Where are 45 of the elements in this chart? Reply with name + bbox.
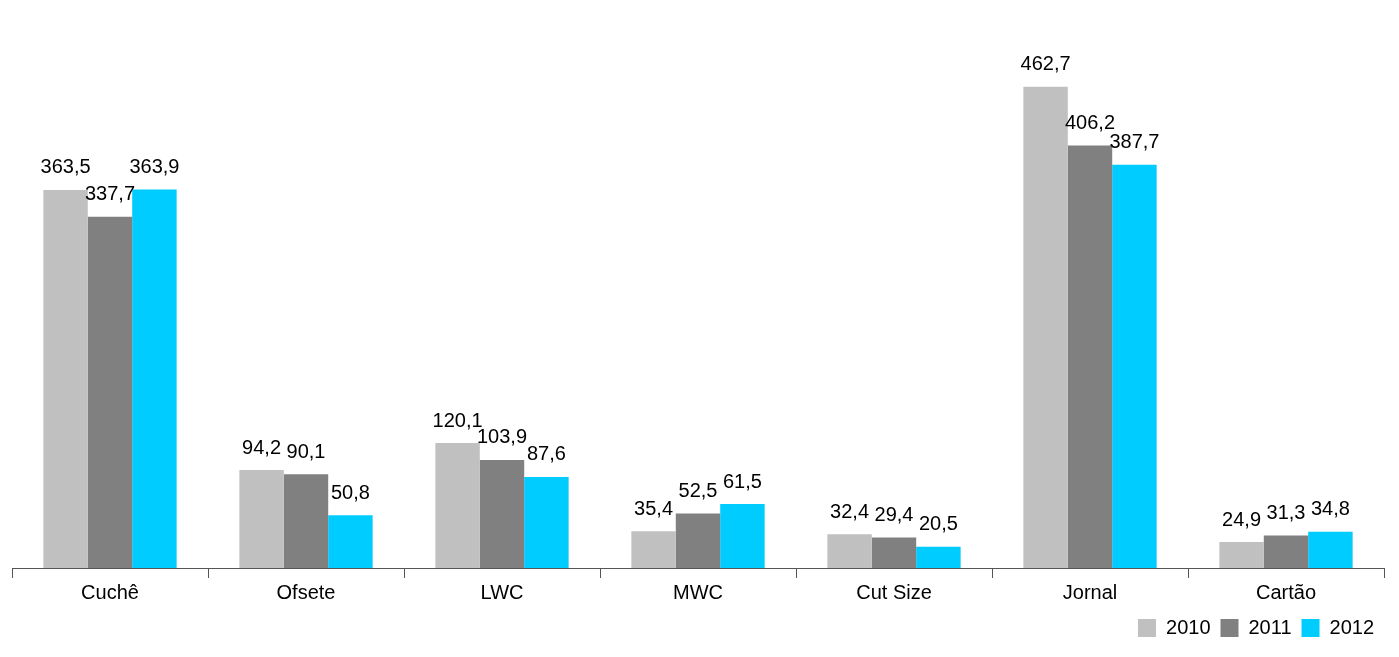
data-label: 363,5	[40, 155, 91, 178]
bar	[916, 546, 961, 568]
x-tick-label: Cartão	[1255, 580, 1317, 603]
bar	[1263, 535, 1309, 568]
bar	[132, 189, 177, 568]
x-tick-label: LWC	[480, 580, 524, 603]
x-tick-label: MWC	[673, 580, 723, 603]
data-label: 32,4	[830, 499, 870, 522]
legend-label: 2012	[1329, 615, 1375, 638]
data-label: 50,8	[330, 480, 370, 503]
data-label: 90,1	[286, 439, 326, 462]
data-label: 61,5	[722, 469, 762, 492]
bar	[1112, 164, 1157, 568]
bar	[675, 513, 721, 568]
bar	[283, 474, 329, 568]
bar	[871, 537, 917, 568]
x-tick-label: Cut Size	[856, 580, 932, 603]
bar	[479, 459, 525, 568]
bar	[1308, 531, 1353, 568]
data-label: 462,7	[1020, 52, 1071, 75]
data-label: 94,2	[242, 435, 282, 458]
data-label: 35,4	[634, 496, 674, 519]
x-tick-label: Jornal	[1062, 580, 1118, 603]
data-label: 24,9	[1222, 507, 1262, 530]
data-label: 87,6	[526, 442, 566, 465]
bar	[328, 515, 373, 568]
x-tick-label: Ofsete	[276, 580, 336, 603]
data-label: 34,8	[1310, 497, 1350, 520]
bar	[720, 504, 765, 568]
data-label: 52,5	[678, 478, 718, 501]
data-label: 20,5	[918, 512, 958, 535]
bar	[524, 476, 569, 568]
bar	[43, 189, 88, 568]
bar	[239, 470, 284, 568]
data-label: 363,9	[129, 155, 180, 178]
bar	[827, 534, 872, 568]
x-tick-label: Cuchê	[81, 580, 139, 603]
legend-label: 2010	[1166, 615, 1211, 638]
legend-label: 2011	[1248, 615, 1292, 638]
bar	[631, 531, 676, 568]
data-label: 31,3	[1266, 500, 1306, 523]
bar	[1219, 542, 1264, 568]
bar	[435, 443, 480, 568]
bar	[87, 216, 133, 568]
data-label: 29,4	[874, 502, 914, 525]
